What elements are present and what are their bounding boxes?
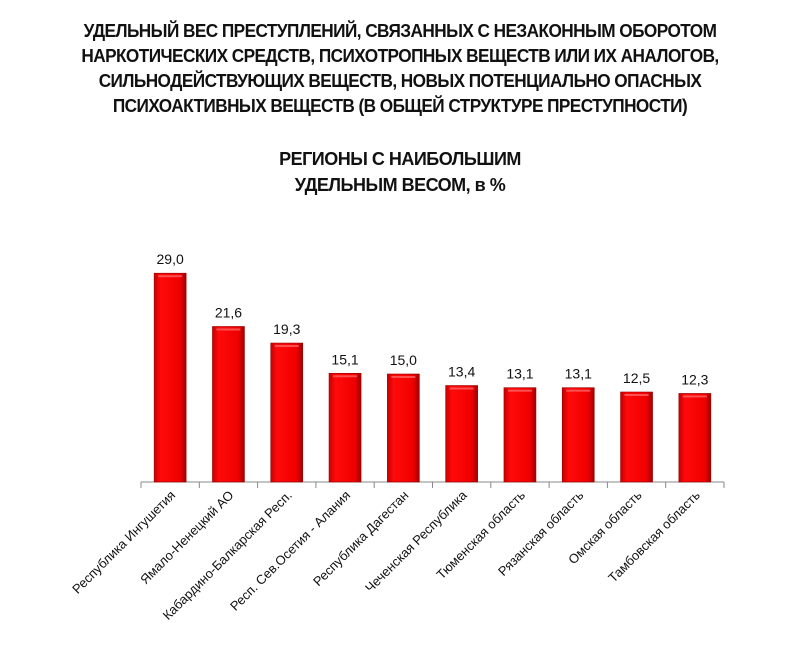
- title-line: УДЕЛЬНЫЙ ВЕС ПРЕСТУПЛЕНИЙ, СВЯЗАННЫХ С Н…: [83, 20, 717, 41]
- data-label: 12,3: [681, 371, 708, 387]
- bar: [561, 387, 595, 483]
- bar-highlight: [624, 394, 649, 396]
- bar: [153, 272, 187, 483]
- bar-highlight: [449, 387, 474, 390]
- subtitle-line: УДЕЛЬНЫМ ВЕСОМ, в %: [294, 175, 506, 195]
- bar-highlight: [333, 375, 358, 378]
- bar-highlight: [507, 389, 532, 392]
- bar: [678, 393, 712, 483]
- bar-highlight: [391, 376, 416, 378]
- data-label: 12,5: [623, 370, 650, 386]
- data-label: 19,3: [273, 321, 300, 337]
- bar: [328, 372, 362, 483]
- bar: [270, 342, 304, 483]
- chart-title: УДЕЛЬНЫЙ ВЕС ПРЕСТУПЛЕНИЙ, СВЯЗАННЫХ С Н…: [0, 18, 800, 118]
- chart-subtitle: РЕГИОНЫ С НАИБОЛЬШИМ УДЕЛЬНЫМ ВЕСОМ, в %: [0, 146, 800, 198]
- category-label: Республика Дагестан: [310, 488, 411, 589]
- category-label: Чеченская Республика: [362, 487, 470, 595]
- category-label: Республика Ингушетия: [69, 488, 178, 597]
- subtitle-line: РЕГИОНЫ С НАИБОЛЬШИМ: [279, 149, 521, 169]
- data-label: 15,1: [331, 351, 358, 367]
- bar: [503, 387, 537, 483]
- bar-highlight: [274, 345, 299, 348]
- data-label: 15,0: [390, 352, 417, 368]
- data-label: 21,6: [215, 304, 242, 320]
- bar-highlight: [682, 395, 707, 398]
- bar-highlight: [566, 389, 591, 392]
- data-label: 13,1: [565, 366, 592, 382]
- title-line: ПСИХОАКТИВНЫХ ВЕЩЕСТВ (В ОБЩЕЙ СТРУКТУРЕ…: [112, 95, 688, 116]
- bar: [445, 385, 478, 483]
- data-label: 13,4: [448, 364, 475, 380]
- data-label: 13,1: [506, 366, 533, 382]
- bar: [212, 326, 245, 483]
- data-label: 29,0: [157, 251, 184, 267]
- title-line: СИЛЬНОДЕЙСТВУЮЩИХ ВЕЩЕСТВ, НОВЫХ ПОТЕНЦИ…: [98, 70, 702, 91]
- bar-highlight: [216, 328, 241, 331]
- bar-highlight: [158, 275, 183, 278]
- bar: [387, 373, 420, 483]
- title-line: НАРКОТИЧЕСКИХ СРЕДСТВ, ПСИХОТРОПНЫХ ВЕЩЕ…: [81, 45, 719, 66]
- category-label: Респ. Сев.Осетия - Алания: [227, 488, 353, 614]
- bar: [620, 391, 653, 483]
